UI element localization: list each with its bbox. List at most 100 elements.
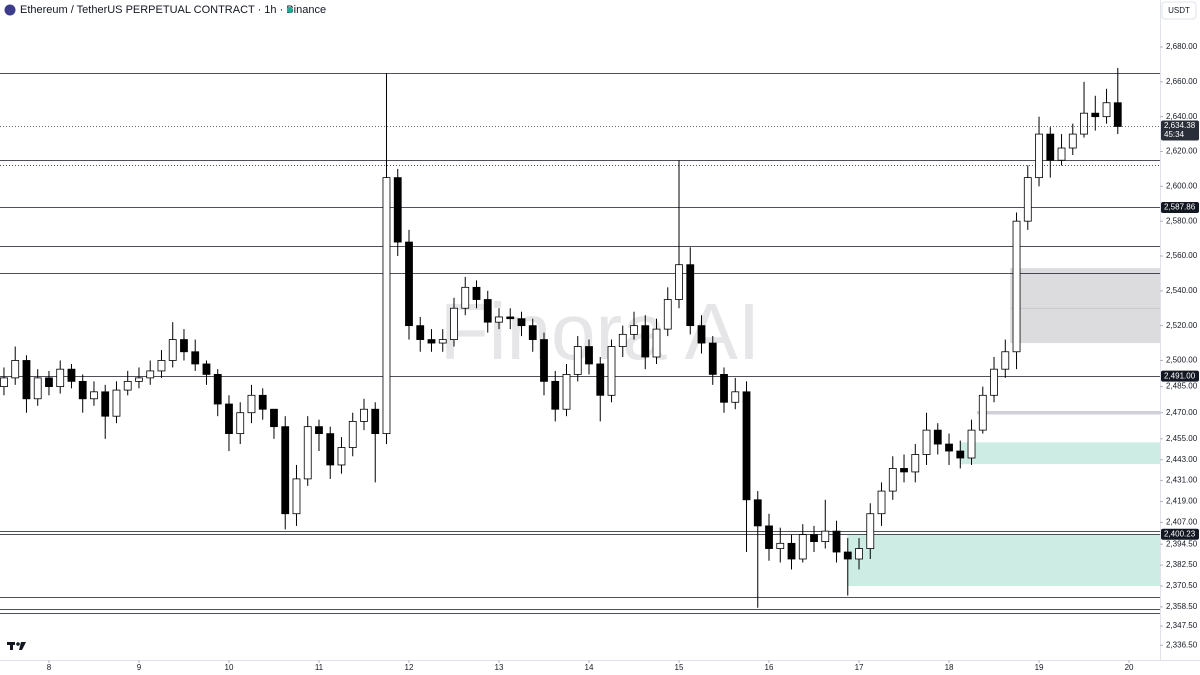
y-tick-label: 2,500.00 — [1166, 356, 1198, 365]
logo-part — [16, 642, 20, 646]
y-tick-label: 2,560.00 — [1166, 251, 1198, 260]
x-tick-label: 20 — [1125, 663, 1134, 672]
candle-body — [483, 299, 492, 323]
candle-body — [630, 325, 638, 335]
chart-title: Ethereum / TetherUS PERPETUAL CONTRACT ·… — [20, 4, 326, 16]
candle-body — [540, 339, 548, 382]
candle-body — [1023, 177, 1032, 222]
x-tick-label: 10 — [225, 663, 234, 672]
candle-body — [416, 325, 425, 340]
candle-body — [1057, 147, 1066, 161]
candle-body — [1035, 133, 1043, 179]
candle-body — [1001, 351, 1010, 370]
tv-logo — [7, 642, 26, 650]
y-tick-label: 2,382.50 — [1166, 560, 1198, 569]
candle-body — [22, 360, 31, 400]
candle-body — [213, 374, 222, 405]
level-label-box — [1161, 528, 1199, 540]
candle-body — [56, 368, 65, 387]
candle-body — [855, 548, 863, 560]
candle-body — [225, 403, 233, 435]
y-tick-label: 2,600.00 — [1166, 181, 1198, 190]
candle-body — [101, 391, 110, 417]
candle-body — [922, 429, 931, 455]
y-tick-label: 2,431.00 — [1166, 476, 1198, 485]
y-tick-label: 2,419.00 — [1166, 497, 1198, 506]
candle-body — [315, 426, 323, 435]
y-tick-label: 2,520.00 — [1166, 321, 1198, 330]
y-tick-label: 2,443.00 — [1166, 455, 1198, 464]
y-tick-label: 2,470.00 — [1166, 408, 1198, 417]
candle-body — [180, 339, 188, 353]
candle-body — [1012, 220, 1021, 353]
candle-body — [675, 264, 683, 300]
candle-body — [146, 370, 155, 379]
candle-body — [753, 499, 762, 527]
candle-body — [810, 534, 818, 542]
candle-body — [371, 408, 380, 435]
candle-body — [450, 307, 458, 340]
candle-body — [585, 346, 593, 365]
x-tick-label: 12 — [405, 663, 414, 672]
currency-label[interactable]: USDT — [1168, 6, 1190, 15]
x-tick-label: 13 — [495, 663, 504, 672]
candle-body — [742, 391, 751, 501]
candle-body — [641, 325, 650, 358]
logo-part — [10, 642, 13, 650]
candle-body — [1068, 133, 1077, 149]
candle-body — [337, 447, 346, 466]
y-tick-label: 2,407.00 — [1166, 518, 1198, 527]
y-tick-label: 2,394.50 — [1166, 539, 1198, 548]
candle-body — [697, 325, 706, 344]
candle-body — [67, 368, 76, 382]
candle-body — [1046, 133, 1055, 161]
candle-body — [45, 377, 53, 387]
candle-body — [135, 377, 143, 382]
candle-body — [1113, 102, 1122, 127]
candle-body — [990, 368, 998, 396]
zone — [959, 442, 1160, 465]
candle-body — [562, 374, 571, 410]
candle-body — [168, 339, 177, 361]
level-label-box — [1161, 201, 1199, 213]
candle-body — [877, 490, 886, 515]
candle-body — [270, 408, 278, 428]
candle-body — [720, 374, 728, 403]
zone — [847, 534, 1160, 586]
level-label: 2,491.00 — [1164, 371, 1196, 380]
candle-body — [933, 429, 942, 445]
y-tick-label: 2,540.00 — [1166, 286, 1198, 295]
level-label-box — [1161, 370, 1199, 382]
candle-body — [326, 433, 335, 466]
candle-body — [978, 394, 987, 431]
x-tick-label: 8 — [47, 663, 52, 672]
candle-body — [663, 299, 672, 330]
candle-body — [866, 513, 875, 549]
y-tick-label: 2,485.00 — [1166, 382, 1198, 391]
plot-area — [0, 67, 1160, 614]
level-label: 2,400.23 — [1164, 529, 1196, 538]
candle-body — [191, 351, 200, 365]
x-tick-label: 18 — [945, 663, 954, 672]
candle-body — [1102, 102, 1111, 118]
x-tick-label: 9 — [137, 663, 142, 672]
candle-body — [461, 286, 470, 309]
candle-body — [843, 551, 852, 560]
candle-body — [472, 286, 481, 300]
zone — [1010, 268, 1160, 344]
candle-body — [652, 328, 661, 358]
candle-body — [528, 325, 537, 340]
candle-body — [90, 391, 98, 400]
candle-body — [776, 542, 785, 549]
candle-body — [686, 264, 695, 327]
candle-body — [967, 429, 976, 459]
candle-body — [33, 377, 42, 400]
countdown-label: 45:34 — [1164, 130, 1185, 139]
candle-body — [888, 468, 897, 492]
currency-button[interactable] — [1161, 1, 1197, 20]
candle-body — [112, 389, 121, 417]
candle-body — [1080, 112, 1088, 135]
candle-body — [573, 346, 582, 375]
candle-body — [303, 426, 312, 480]
